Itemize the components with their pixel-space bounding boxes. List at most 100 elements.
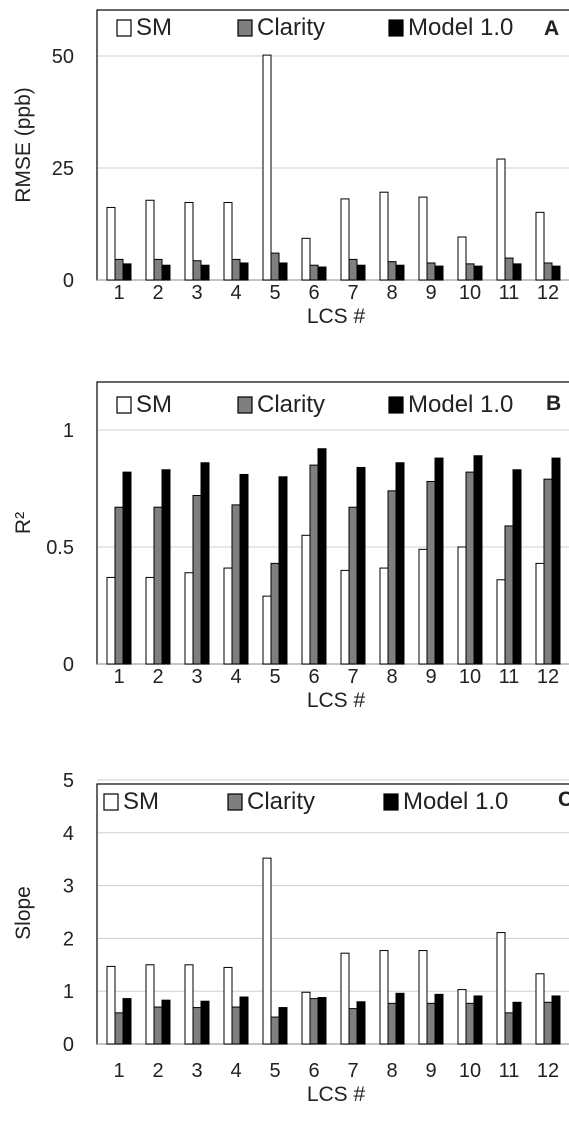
legend-label: Model 1.0 [408,391,513,418]
x-tick-label: 2 [152,666,163,688]
bar-model-1-0 [356,1001,366,1045]
x-axis-label: LCS # [307,305,366,328]
bar-sm [535,973,545,1045]
bar-clarity [504,257,514,281]
bar-model-1-0 [395,462,405,665]
bar-model-1-0 [356,264,366,281]
x-tick-label: 1 [113,282,124,304]
bar-sm [457,236,467,281]
bar-model-1-0 [473,265,483,281]
bar-clarity [504,525,514,665]
x-tick-label: 12 [537,282,559,304]
bar-sm [340,198,350,281]
bar-model-1-0 [473,455,483,665]
bar-sm [418,950,428,1045]
legend-swatch [388,19,404,37]
bar-sm [379,567,389,665]
y-tick-label: 2 [63,928,74,950]
bar-sm [262,857,272,1045]
bar-model-1-0 [161,469,171,665]
bar-model-1-0 [239,996,249,1045]
y-tick-label: 0 [63,270,74,292]
bar-sm [457,989,467,1045]
bar-clarity [153,1006,163,1045]
x-tick-label: 6 [308,1060,319,1082]
x-tick-label: 5 [269,1060,280,1082]
bar-clarity [348,506,358,665]
legend-label: Clarity [257,391,325,418]
y-tick-label: 5 [63,770,74,792]
legend-label: Clarity [257,14,325,41]
x-tick-label: 4 [230,282,241,304]
y-axis-label: RMSE (ppb) [12,87,35,203]
bar-clarity [231,504,241,665]
bar-sm [340,569,350,665]
panel-label: C [558,788,569,811]
legend-swatch [116,396,132,414]
bar-model-1-0 [122,998,132,1045]
legend-label: Model 1.0 [403,788,508,815]
y-axis-label: R² [12,512,35,534]
bar-clarity [348,1008,358,1045]
bar-sm [301,237,311,281]
x-tick-label: 5 [269,666,280,688]
bar-clarity [114,506,124,665]
bar-sm [496,579,506,665]
legend-label: Clarity [247,788,315,815]
bar-model-1-0 [512,469,522,665]
bar-model-1-0 [434,993,444,1045]
bar-model-1-0 [200,462,210,665]
panel-label: A [544,17,559,40]
y-tick-label: 1 [63,420,74,442]
bar-model-1-0 [551,265,561,281]
bar-sm [496,158,506,281]
bar-sm [184,964,194,1045]
bar-clarity [231,258,241,281]
bar-sm [418,548,428,665]
bar-model-1-0 [356,466,366,665]
bar-model-1-0 [395,264,405,281]
bar-sm [106,576,116,665]
bar-clarity [465,263,475,281]
bar-sm [184,201,194,281]
bar-clarity [465,1002,475,1045]
bar-sm [535,562,545,665]
bar-sm [379,950,389,1045]
x-tick-label: 8 [386,1060,397,1082]
x-axis-label: LCS # [307,689,366,712]
bar-model-1-0 [200,264,210,281]
x-tick-label: 1 [113,666,124,688]
bar-clarity [270,562,280,665]
y-tick-label: 50 [52,46,74,68]
bar-clarity [309,998,319,1045]
y-axis-label: Slope [12,886,35,940]
x-tick-label: 8 [386,282,397,304]
bar-sm [262,54,272,281]
legend-swatch [383,793,399,811]
bar-sm [457,546,467,665]
y-tick-label: 25 [52,158,74,180]
panel-label: B [546,392,561,415]
bar-model-1-0 [551,995,561,1045]
x-tick-label: 3 [191,282,202,304]
bar-clarity [114,258,124,281]
x-tick-label: 2 [152,1060,163,1082]
bar-model-1-0 [278,262,288,281]
bar-model-1-0 [317,997,327,1045]
bar-clarity [387,1002,397,1045]
bar-sm [262,595,272,665]
bar-sm [145,964,155,1045]
legend-swatch [237,396,253,414]
bar-clarity [153,258,163,281]
x-tick-label: 3 [191,666,202,688]
bar-model-1-0 [434,457,444,665]
y-tick-label: 3 [63,876,74,898]
bar-model-1-0 [512,263,522,281]
bar-clarity [426,262,436,281]
y-tick-label: 0.5 [46,537,74,559]
bar-clarity [543,1001,553,1045]
bar-clarity [270,252,280,281]
bar-sm [145,576,155,665]
bar-sm [379,191,389,281]
